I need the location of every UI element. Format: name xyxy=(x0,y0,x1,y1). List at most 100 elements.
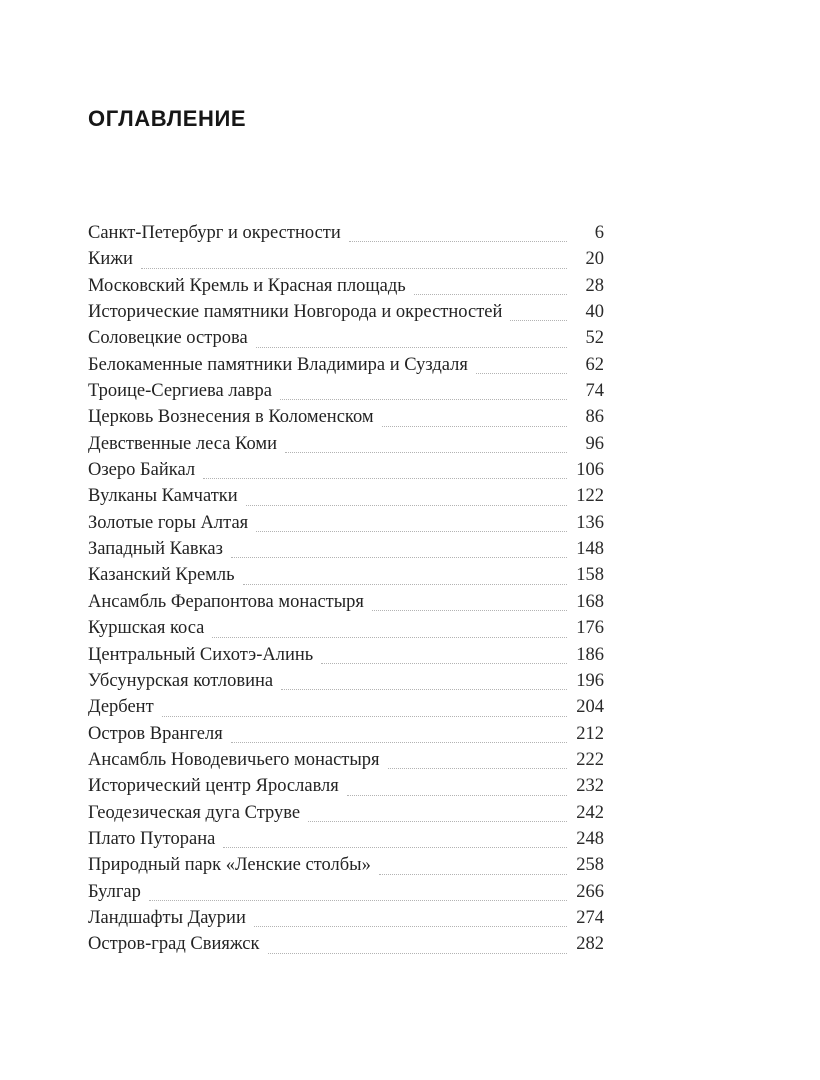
toc-entry-page: 232 xyxy=(576,776,604,797)
toc-entry-title: Кижи xyxy=(88,249,133,270)
toc-entry-title: Западный Кавказ xyxy=(88,539,223,560)
toc-row: Центральный Сихотэ-Алинь 186 xyxy=(88,645,604,671)
page-title: ОГЛАВЛЕНИЕ xyxy=(88,106,247,131)
dot-leader xyxy=(140,267,567,269)
toc-entry-page: 96 xyxy=(585,433,605,454)
toc-row: Природный парк «Ленские столбы» 258 xyxy=(88,855,604,881)
dot-leader xyxy=(230,741,567,743)
toc-entry-page: 176 xyxy=(576,618,604,639)
dot-leader xyxy=(203,478,567,480)
toc-entry-title: Дербент xyxy=(88,697,154,718)
toc-row: Дербент 204 xyxy=(88,697,604,723)
toc-entry-title: Казанский Кремль xyxy=(88,565,235,586)
toc-entry-page: 258 xyxy=(576,855,604,876)
toc-entry-page: 136 xyxy=(576,512,604,533)
toc-row: Ансамбль Ферапонтова монастыря 168 xyxy=(88,592,604,618)
toc-row: Убсунурская котловина 196 xyxy=(88,671,604,697)
toc-entry-page: 212 xyxy=(576,723,604,744)
toc-row: Ансамбль Новодевичьего монастыря 222 xyxy=(88,750,604,776)
toc-row: Ландшафты Даурии 274 xyxy=(88,908,604,934)
dot-leader xyxy=(212,636,567,638)
dot-leader xyxy=(279,399,567,401)
toc-entry-title: Убсунурская котловина xyxy=(88,670,274,691)
dot-leader xyxy=(346,794,567,796)
toc-row: Московский Кремль и Красная площадь 28 xyxy=(88,276,604,302)
toc-entry-title: Геодезическая дуга Струве xyxy=(88,802,301,823)
toc-entry-page: 266 xyxy=(576,881,604,902)
toc-row: Исторический центр Ярославля 232 xyxy=(88,776,604,802)
toc-entry-title: Санкт-Петербург и окрестности xyxy=(88,223,341,243)
dot-leader xyxy=(255,346,567,348)
toc-entry-page: 242 xyxy=(576,802,604,823)
toc-entry-title: Ансамбль Новодевичьего монастыря xyxy=(88,749,380,770)
dot-leader xyxy=(267,952,567,954)
toc-entry-page: 28 xyxy=(585,275,605,296)
dot-leader xyxy=(348,241,567,243)
dot-leader xyxy=(281,689,567,691)
dot-leader xyxy=(161,715,567,717)
dot-leader xyxy=(308,820,567,822)
toc-entry-title: Соловецкие острова xyxy=(88,328,248,349)
toc-entry-page: 106 xyxy=(576,460,604,481)
toc-entry-page: 6 xyxy=(594,223,604,243)
toc-entry-title: Троице-Сергиева лавра xyxy=(88,381,272,402)
dot-leader xyxy=(378,873,567,875)
dot-leader xyxy=(413,294,567,296)
toc-entry-title: Ландшафты Даурии xyxy=(88,907,246,928)
dot-leader xyxy=(245,504,567,506)
dot-leader xyxy=(148,899,567,901)
toc-entry-page: 186 xyxy=(576,644,604,665)
toc-row: Булгар 266 xyxy=(88,882,604,908)
toc-row: Золотые горы Алтая 136 xyxy=(88,513,604,539)
toc-entry-title: Остров-град Свияжск xyxy=(88,934,260,955)
toc-entry-page: 274 xyxy=(576,907,604,928)
toc-row: Девственные леса Коми 96 xyxy=(88,434,604,460)
dot-leader xyxy=(387,768,567,770)
toc-entry-page: 158 xyxy=(576,565,604,586)
dot-leader xyxy=(284,452,567,454)
toc-list: Санкт-Петербург и окрестности 6 Кижи 20 … xyxy=(88,223,604,961)
toc-entry-page: 222 xyxy=(576,749,604,770)
toc-row: Западный Кавказ 148 xyxy=(88,539,604,565)
toc-entry-title: Исторический центр Ярославля xyxy=(88,776,339,797)
toc-row: Санкт-Петербург и окрестности 6 xyxy=(88,223,604,249)
toc-row: Вулканы Камчатки 122 xyxy=(88,486,604,512)
toc-row: Куршская коса 176 xyxy=(88,618,604,644)
toc-entry-page: 74 xyxy=(585,381,605,402)
toc-row: Геодезическая дуга Струве 242 xyxy=(88,803,604,829)
dot-leader xyxy=(321,662,567,664)
toc-entry-title: Церковь Вознесения в Коломенском xyxy=(88,407,374,428)
toc-entry-page: 204 xyxy=(576,697,604,718)
toc-row: Остров Врангеля 212 xyxy=(88,724,604,750)
toc-entry-page: 62 xyxy=(585,354,605,375)
toc-entry-page: 122 xyxy=(576,486,604,507)
toc-entry-page: 282 xyxy=(576,934,604,955)
toc-entry-page: 168 xyxy=(576,591,604,612)
toc-entry-page: 248 xyxy=(576,828,604,849)
toc-entry-title: Плато Путорана xyxy=(88,828,216,849)
toc-row: Озеро Байкал 106 xyxy=(88,460,604,486)
toc-entry-page: 86 xyxy=(585,407,605,428)
toc-entry-title: Белокаменные памятники Владимира и Сузда… xyxy=(88,354,468,375)
toc-row: Церковь Вознесения в Коломенском 86 xyxy=(88,407,604,433)
toc-entry-title: Куршская коса xyxy=(88,618,205,639)
toc-row: Исторические памятники Новгорода и окрес… xyxy=(88,302,604,328)
toc-row: Троице-Сергиева лавра 74 xyxy=(88,381,604,407)
toc-entry-title: Девственные леса Коми xyxy=(88,433,277,454)
toc-row: Кижи 20 xyxy=(88,249,604,275)
dot-leader xyxy=(230,557,567,559)
toc-row: Белокаменные памятники Владимира и Сузда… xyxy=(88,355,604,381)
toc-entry-page: 52 xyxy=(585,328,605,349)
toc-row: Соловецкие острова 52 xyxy=(88,328,604,354)
toc-row: Казанский Кремль 158 xyxy=(88,565,604,591)
toc-entry-title: Булгар xyxy=(88,881,141,902)
toc-row: Остров-град Свияжск 282 xyxy=(88,934,604,960)
toc-entry-page: 40 xyxy=(585,302,605,323)
toc-entry-page: 148 xyxy=(576,539,604,560)
dot-leader xyxy=(256,531,567,533)
toc-entry-title: Вулканы Камчатки xyxy=(88,486,238,507)
dot-leader xyxy=(510,320,567,322)
dot-leader xyxy=(371,610,567,612)
toc-entry-title: Московский Кремль и Красная площадь xyxy=(88,275,406,296)
toc-entry-title: Озеро Байкал xyxy=(88,460,196,481)
